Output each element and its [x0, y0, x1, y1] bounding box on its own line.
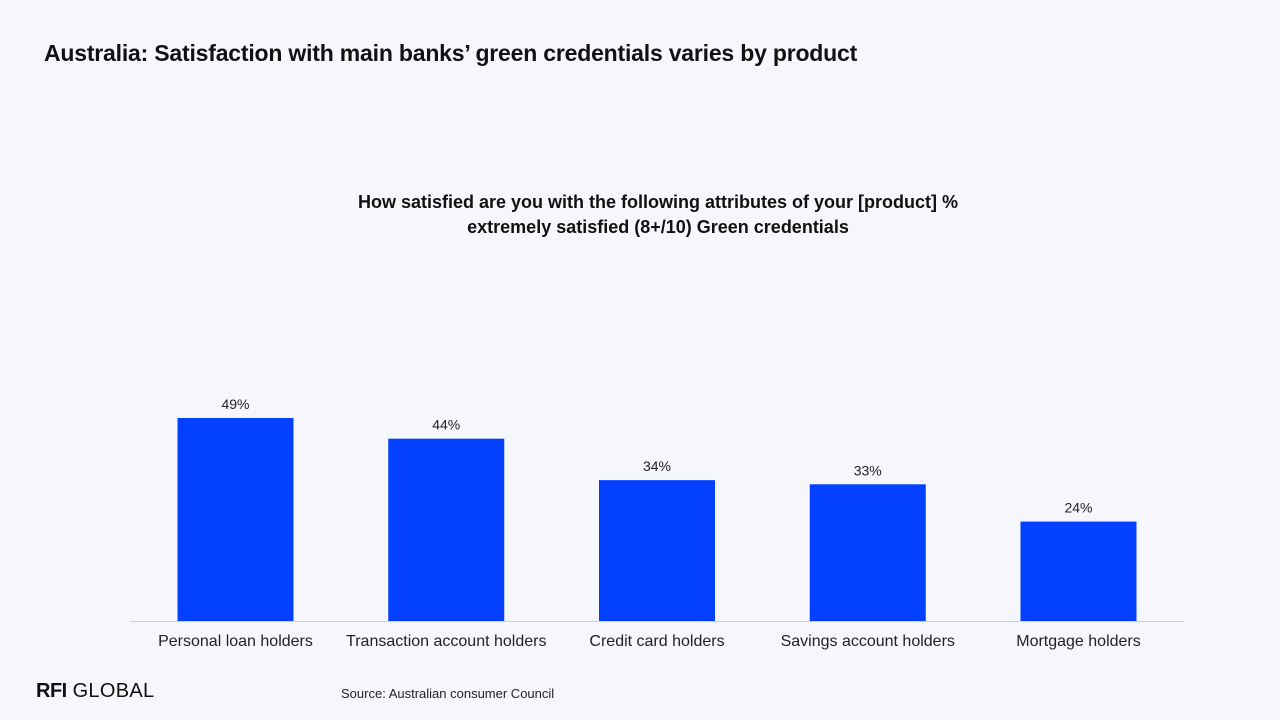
source-note: Source: Australian consumer Council — [341, 686, 555, 701]
x-tick-label-5: Mortgage holders — [1016, 633, 1141, 650]
x-tick-label-3: Credit card holders — [589, 633, 724, 650]
logo-strong-text: RFI — [36, 680, 67, 702]
chart-title-line-2: extremely satisfied (8+/10) Green creden… — [467, 217, 849, 237]
page-title: Australia: Satisfaction with main banks’… — [44, 40, 858, 66]
bar-5 — [1020, 521, 1137, 621]
chart-title-line-1: How satisfied are you with the following… — [357, 192, 959, 212]
x-tick-label-2: Transaction account holders — [346, 633, 546, 650]
data-label-1: 49% — [221, 396, 249, 412]
rfi-global-logo: RFI GLOBAL — [36, 680, 154, 703]
data-label-5: 24% — [1064, 500, 1092, 516]
bar-3 — [599, 480, 715, 621]
data-label-3: 34% — [643, 458, 671, 474]
bar-1 — [177, 418, 294, 621]
data-label-4: 33% — [854, 462, 882, 478]
data-label-2: 44% — [432, 417, 460, 433]
bar-4 — [809, 484, 926, 621]
logo-light-text: GLOBAL — [72, 680, 155, 702]
x-tick-label-1: Personal loan holders — [158, 633, 313, 650]
x-tick-label-4: Savings account holders — [781, 633, 955, 650]
bar-2 — [388, 438, 505, 621]
chart-title: How satisfied are you with the following… — [290, 190, 1026, 240]
